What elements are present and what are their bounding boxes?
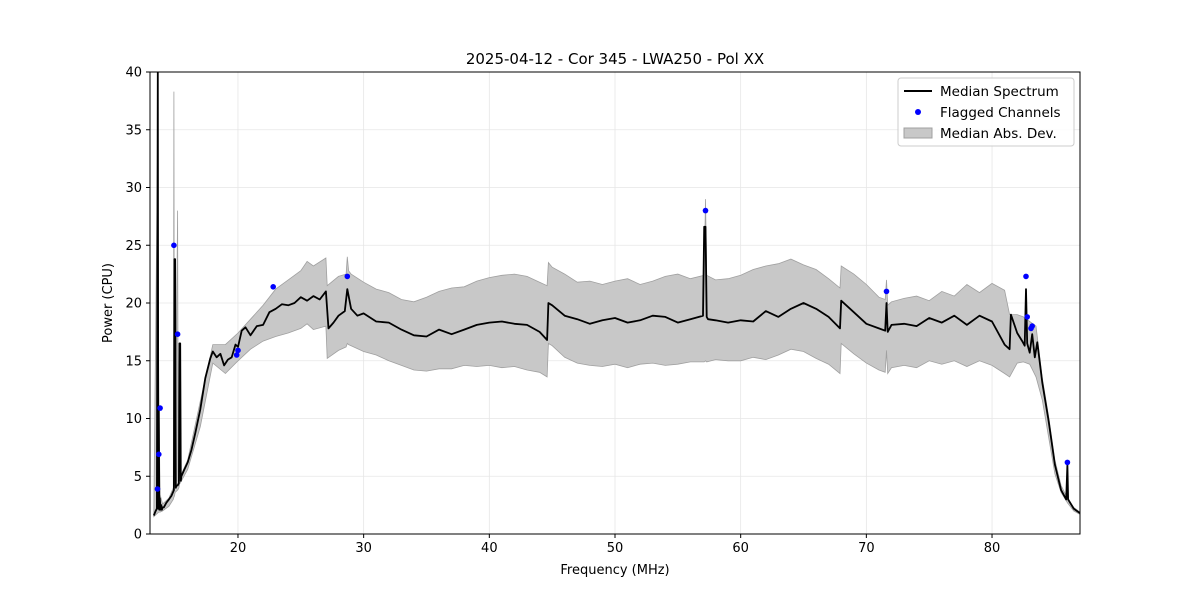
flagged-channel-point (1064, 459, 1071, 466)
flagged-channel-point (883, 288, 890, 295)
chart-title: 2025-04-12 - Cor 345 - LWA250 - Pol XX (466, 50, 764, 68)
y-tick-label: 15 (125, 354, 142, 369)
y-tick-label: 0 (134, 528, 142, 543)
flagged-channel-point (235, 347, 241, 354)
mad-band-layer (153, 91, 1080, 518)
y-axis-title: Power (CPU) (101, 263, 116, 343)
y-tick-label: 5 (134, 470, 142, 485)
flagged-channel-point (270, 284, 277, 290)
flagged-channel-point (702, 207, 709, 214)
median-spectrum-line (152, 72, 1080, 516)
x-tick-label: 40 (481, 541, 498, 556)
mad-band (153, 91, 1080, 518)
median-line-layer (152, 72, 1080, 516)
x-tick-label: 70 (858, 541, 875, 556)
flagged-channel-point (344, 273, 351, 280)
legend-band-swatch (903, 127, 933, 139)
legend: Median Spectrum Flagged Channels Median … (897, 77, 1075, 147)
y-tick-label: 40 (125, 66, 142, 81)
flagged-points-layer (154, 207, 1071, 492)
flagged-channel-point (1024, 314, 1030, 320)
flagged-channel-point (174, 331, 181, 338)
flagged-channel-point (154, 486, 161, 492)
x-tick-label: 60 (732, 541, 749, 556)
legend-label-median-spectrum: Median Spectrum (940, 84, 1059, 100)
y-tick-label: 35 (125, 123, 142, 138)
x-tick-label: 30 (355, 541, 372, 556)
x-axis-title: Frequency (MHz) (560, 563, 669, 578)
x-axis-ticks: 20 30 40 50 60 70 80 (230, 534, 1001, 556)
flagged-channel-point (156, 451, 162, 458)
y-tick-label: 30 (125, 181, 142, 196)
legend-dot-swatch (915, 109, 921, 115)
y-tick-label: 10 (125, 412, 142, 427)
legend-box (897, 77, 1075, 147)
flagged-channel-point (1023, 273, 1029, 280)
y-tick-label: 25 (125, 239, 142, 254)
x-tick-label: 20 (230, 541, 247, 556)
flagged-channel-point (1029, 323, 1035, 329)
y-axis-ticks: 0 5 10 15 20 25 30 35 40 (125, 66, 150, 543)
flagged-channel-point (233, 352, 240, 358)
x-tick-label: 80 (984, 541, 1001, 556)
legend-label-flagged-channels: Flagged Channels (940, 105, 1061, 121)
y-tick-label: 20 (125, 297, 142, 312)
flagged-channel-point (171, 242, 177, 249)
x-tick-label: 50 (607, 541, 624, 556)
flagged-channel-point (157, 405, 163, 411)
legend-label-median-abs-dev: Median Abs. Dev. (940, 126, 1057, 142)
